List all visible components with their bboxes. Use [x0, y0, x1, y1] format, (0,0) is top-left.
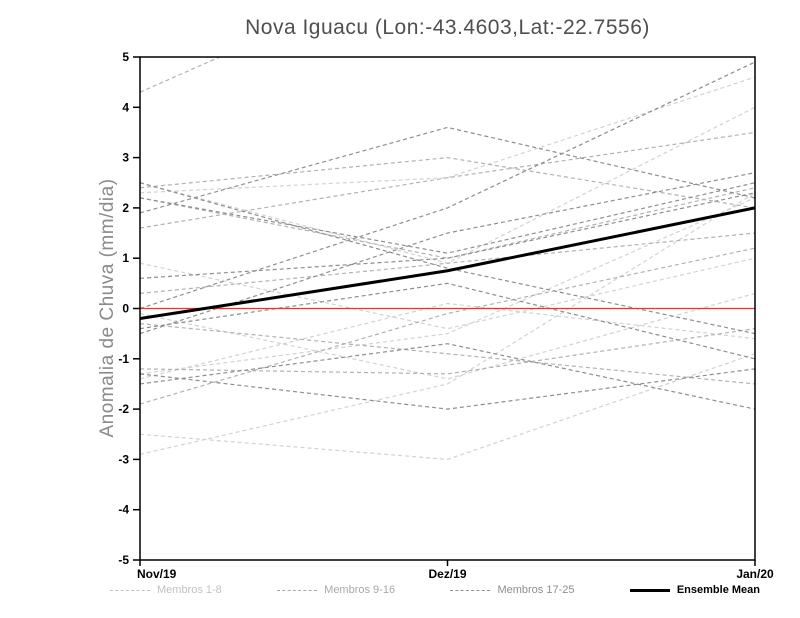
- y-tick-label: 3: [122, 151, 129, 165]
- y-tick-label: 2: [122, 201, 129, 215]
- y-tick-label: -5: [118, 553, 129, 567]
- legend-item: Membros 17-25: [450, 584, 574, 596]
- legend-dashed-line-sample: [450, 589, 491, 591]
- member-line: [140, 182, 755, 335]
- legend-solid-line-sample: [629, 588, 670, 592]
- legend-item: Ensemble Mean: [629, 584, 760, 596]
- y-tick-label: -2: [118, 402, 129, 416]
- legend-label: Membros 1-8: [157, 584, 222, 596]
- legend-label: Membros 9-16: [324, 584, 396, 596]
- member-line: [140, 302, 755, 380]
- legend-item: Membros 1-8: [110, 584, 222, 596]
- ensemble-mean-line: [140, 206, 755, 321]
- legend-dashed-line-sample: [277, 589, 318, 591]
- member-line: [140, 368, 755, 410]
- y-tick-label: 5: [122, 50, 129, 64]
- member-line: [140, 187, 755, 259]
- legend-item: Membros 9-16: [277, 584, 395, 596]
- member-line: [140, 57, 222, 93]
- member-line: [140, 76, 755, 194]
- member-line: [140, 282, 755, 360]
- member-line: [140, 192, 755, 455]
- member-line: [140, 172, 755, 335]
- member-line: [140, 257, 755, 330]
- y-tick-label: -4: [118, 503, 129, 517]
- member-line: [140, 156, 755, 209]
- member-line: [140, 131, 755, 229]
- member-line: [140, 292, 755, 380]
- y-tick-label: 0: [122, 302, 129, 316]
- member-line: [140, 322, 755, 385]
- member-line: [140, 343, 755, 410]
- member-line: [140, 61, 755, 310]
- y-tick-label: -3: [118, 452, 129, 466]
- member-line: [140, 197, 755, 375]
- legend: Membros 1-8 Membros 9-16 Membros 17-25 Ense…: [110, 584, 760, 596]
- y-tick-label: 4: [122, 100, 129, 114]
- member-line: [140, 106, 755, 264]
- x-tick-label: Nov/19: [137, 567, 177, 581]
- y-tick-label: 1: [122, 251, 129, 265]
- legend-label: Ensemble Mean: [676, 584, 760, 596]
- member-line: [140, 353, 755, 461]
- x-tick-label: Jan/20: [736, 567, 774, 581]
- y-tick-label: -1: [118, 352, 129, 366]
- member-line: [140, 247, 755, 405]
- x-tick-label: Dez/19: [428, 567, 466, 581]
- member-line: [140, 192, 755, 279]
- chart-title: Nova Iguacu (Lon:-43.4603,Lat:-22.7556): [245, 16, 650, 39]
- member-line: [140, 126, 755, 214]
- member-line: [140, 328, 755, 375]
- legend-dashed-line-sample: [110, 589, 150, 591]
- member-line: [140, 232, 755, 295]
- legend-label: Membros 17-25: [497, 584, 575, 596]
